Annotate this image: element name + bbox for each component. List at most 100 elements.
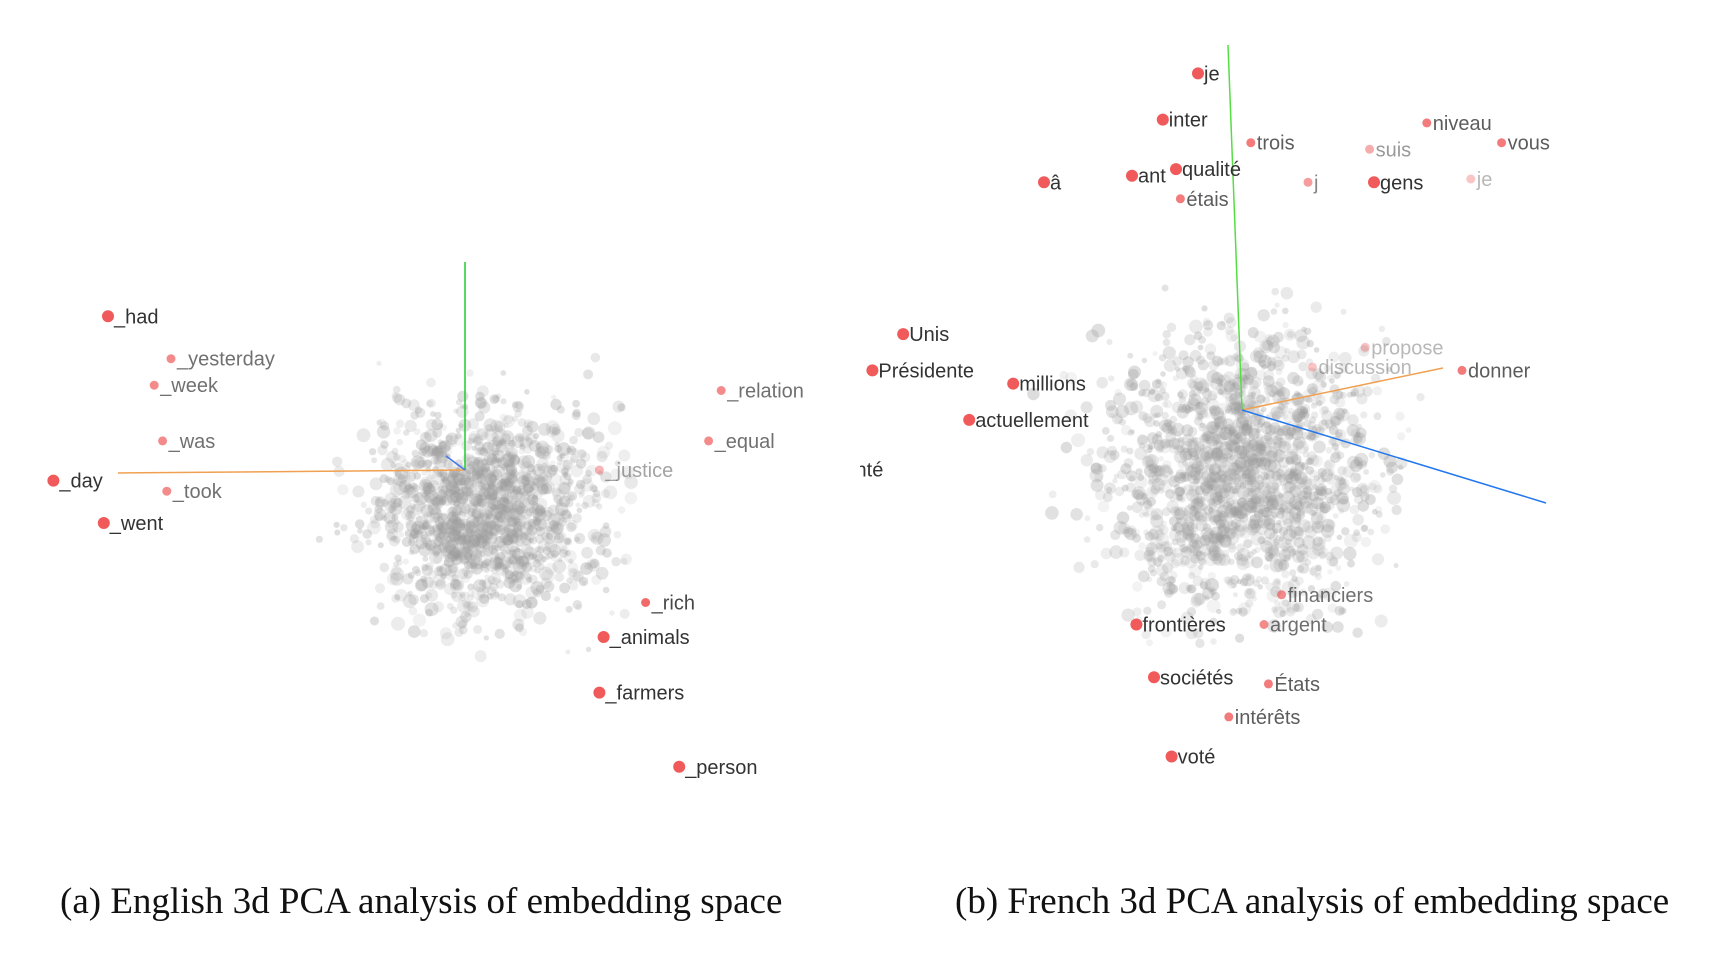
background-point <box>562 471 568 478</box>
background-point <box>449 479 464 493</box>
background-point <box>549 519 559 530</box>
background-point <box>1171 489 1177 495</box>
background-point <box>401 490 411 500</box>
background-point <box>424 443 439 457</box>
background-point <box>503 415 513 425</box>
background-point <box>491 566 499 575</box>
background-point <box>1270 482 1279 491</box>
background-point <box>565 605 573 613</box>
background-point <box>1298 490 1309 501</box>
background-point <box>332 456 343 467</box>
background-point <box>518 482 527 490</box>
background-point <box>1192 500 1205 513</box>
background-point <box>410 411 420 420</box>
background-point <box>422 480 428 486</box>
background-point <box>1208 501 1218 511</box>
background-point <box>462 533 472 544</box>
background-point <box>414 407 426 418</box>
background-point <box>1324 459 1336 471</box>
background-point <box>1208 549 1220 561</box>
background-point <box>457 522 469 535</box>
background-point <box>1165 420 1176 432</box>
background-point <box>531 475 544 487</box>
background-point <box>492 482 503 494</box>
background-point <box>1256 394 1266 404</box>
background-point <box>465 539 474 549</box>
background-point <box>1294 406 1308 420</box>
background-point <box>415 515 429 529</box>
background-point <box>1339 495 1349 505</box>
background-point <box>1277 492 1283 498</box>
background-point <box>502 502 517 516</box>
background-point <box>544 554 551 560</box>
background-point <box>1314 522 1322 530</box>
background-point <box>1214 422 1221 429</box>
background-point <box>1143 511 1150 518</box>
background-point <box>1228 425 1237 435</box>
background-point <box>425 562 434 571</box>
background-point <box>1212 439 1218 445</box>
background-point <box>489 521 499 531</box>
background-point <box>1254 518 1264 529</box>
background-point <box>1301 535 1316 550</box>
background-point <box>542 462 548 468</box>
background-point <box>440 540 450 550</box>
background-point <box>504 571 517 584</box>
background-point <box>1188 572 1196 580</box>
axis-x-orange <box>117 469 466 474</box>
background-point <box>567 478 574 485</box>
background-point <box>590 352 601 363</box>
background-point <box>1273 600 1280 607</box>
background-point <box>1294 473 1302 481</box>
background-point <box>1162 542 1170 549</box>
background-point <box>1141 357 1148 364</box>
background-point <box>1228 407 1236 416</box>
background-point <box>1289 448 1299 458</box>
background-point <box>1143 549 1156 563</box>
background-point <box>515 490 526 501</box>
background-point <box>528 486 535 492</box>
background-point <box>1254 474 1265 485</box>
background-point <box>1174 430 1182 438</box>
background-point <box>1258 359 1267 368</box>
background-point <box>455 504 461 510</box>
background-point <box>1200 480 1214 494</box>
point-label: inter <box>1169 110 1208 132</box>
background-point <box>1227 432 1241 446</box>
background-point <box>516 511 526 521</box>
background-point <box>481 529 490 537</box>
background-point <box>1249 513 1262 526</box>
background-point <box>601 489 610 499</box>
background-point <box>1198 336 1206 344</box>
background-point <box>449 466 461 478</box>
background-point <box>1373 484 1383 494</box>
point-label: _was <box>168 431 216 453</box>
background-point <box>505 529 520 543</box>
background-point <box>493 591 500 598</box>
background-point <box>494 561 502 568</box>
background-point <box>1187 447 1198 458</box>
background-point <box>1357 500 1369 512</box>
background-point <box>503 577 516 589</box>
background-point <box>480 467 491 478</box>
background-point <box>496 498 503 505</box>
background-point <box>1235 633 1245 643</box>
background-point <box>492 470 499 478</box>
background-point <box>533 518 541 526</box>
background-point <box>406 505 415 514</box>
background-point <box>1268 495 1278 505</box>
point-label: financiers <box>1288 585 1374 607</box>
background-point <box>1246 366 1258 378</box>
background-point <box>392 385 401 394</box>
background-point <box>476 493 483 500</box>
background-point <box>1331 370 1341 380</box>
background-point <box>1281 354 1290 363</box>
background-point <box>492 435 505 447</box>
background-point <box>456 533 463 540</box>
background-point <box>1131 489 1141 499</box>
background-point <box>471 467 484 480</box>
background-point <box>1177 391 1184 398</box>
background-point <box>1126 505 1133 511</box>
background-point <box>438 444 453 458</box>
background-point <box>479 550 486 557</box>
